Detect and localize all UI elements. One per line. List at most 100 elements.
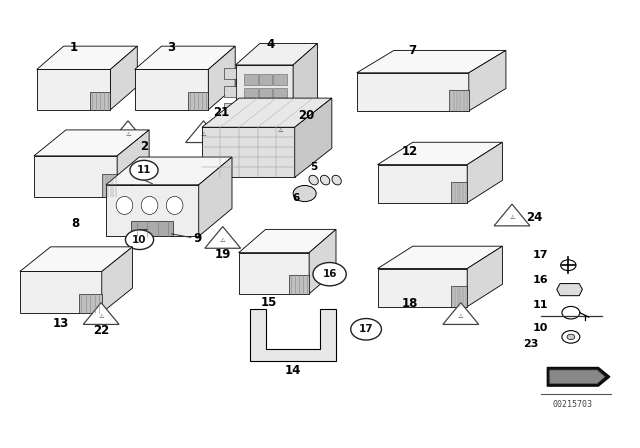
Polygon shape	[209, 46, 236, 110]
Polygon shape	[259, 73, 272, 85]
Polygon shape	[135, 69, 209, 110]
Polygon shape	[83, 303, 119, 324]
Text: 1: 1	[70, 41, 77, 55]
Polygon shape	[262, 117, 298, 139]
Polygon shape	[79, 294, 102, 313]
Polygon shape	[188, 92, 209, 110]
Text: 00215703: 00215703	[553, 400, 593, 409]
Text: 10: 10	[132, 235, 147, 245]
Circle shape	[567, 334, 575, 340]
Text: 2: 2	[140, 140, 148, 154]
Circle shape	[562, 331, 580, 343]
Polygon shape	[259, 103, 272, 114]
Text: 12: 12	[401, 145, 418, 158]
Polygon shape	[451, 286, 467, 306]
Text: 13: 13	[52, 317, 69, 330]
Text: 24: 24	[526, 211, 543, 224]
Ellipse shape	[166, 196, 183, 215]
Polygon shape	[135, 46, 236, 69]
Circle shape	[562, 306, 580, 319]
Text: 9: 9	[193, 232, 201, 245]
Polygon shape	[547, 367, 610, 386]
Polygon shape	[224, 68, 236, 79]
Text: 21: 21	[212, 106, 229, 120]
Polygon shape	[295, 98, 332, 177]
Text: ⚠: ⚠	[278, 128, 283, 133]
Polygon shape	[239, 229, 336, 253]
Polygon shape	[443, 303, 479, 324]
Polygon shape	[467, 246, 502, 306]
Circle shape	[130, 160, 158, 180]
Polygon shape	[102, 174, 117, 197]
Circle shape	[561, 260, 576, 271]
Text: ⚠: ⚠	[220, 237, 225, 242]
Polygon shape	[239, 253, 309, 294]
Polygon shape	[259, 88, 272, 100]
Polygon shape	[550, 370, 605, 383]
Polygon shape	[34, 156, 117, 197]
Text: 19: 19	[214, 248, 231, 261]
Polygon shape	[236, 65, 293, 123]
Text: 14: 14	[285, 364, 301, 377]
Polygon shape	[37, 69, 111, 110]
Polygon shape	[293, 43, 317, 123]
Polygon shape	[449, 90, 468, 111]
Ellipse shape	[332, 175, 341, 185]
Circle shape	[351, 319, 381, 340]
Polygon shape	[557, 284, 582, 296]
Polygon shape	[378, 142, 502, 165]
Polygon shape	[102, 247, 132, 313]
Polygon shape	[378, 165, 467, 202]
Polygon shape	[244, 88, 258, 100]
Polygon shape	[378, 269, 467, 306]
Polygon shape	[37, 46, 138, 69]
Polygon shape	[451, 182, 467, 202]
Polygon shape	[224, 86, 236, 97]
Text: 22: 22	[93, 324, 109, 337]
Text: 23: 23	[524, 339, 539, 349]
Polygon shape	[20, 247, 132, 271]
Circle shape	[293, 185, 316, 202]
Polygon shape	[468, 50, 506, 111]
Polygon shape	[111, 46, 138, 110]
Polygon shape	[198, 157, 232, 237]
Polygon shape	[202, 98, 332, 127]
Polygon shape	[357, 50, 506, 73]
Text: 11: 11	[533, 300, 548, 310]
Polygon shape	[106, 157, 232, 185]
Polygon shape	[224, 103, 236, 114]
Polygon shape	[34, 130, 149, 156]
Circle shape	[125, 230, 154, 250]
Text: ⚠: ⚠	[125, 132, 131, 137]
Text: 17: 17	[533, 250, 548, 260]
Text: 3: 3	[168, 41, 175, 55]
Polygon shape	[244, 73, 258, 85]
Text: 16: 16	[323, 269, 337, 279]
Text: 8: 8	[72, 216, 79, 230]
Polygon shape	[110, 121, 146, 142]
Polygon shape	[117, 130, 149, 197]
Text: ⚠: ⚠	[509, 215, 515, 220]
Polygon shape	[289, 276, 309, 294]
Text: 16: 16	[533, 275, 548, 285]
Ellipse shape	[321, 175, 330, 185]
Polygon shape	[131, 221, 173, 237]
Text: 17: 17	[359, 324, 373, 334]
Polygon shape	[106, 185, 198, 237]
Polygon shape	[357, 73, 468, 111]
Polygon shape	[494, 204, 530, 226]
Text: 15: 15	[260, 296, 277, 309]
Text: ⚠: ⚠	[201, 132, 206, 137]
Text: 5: 5	[310, 162, 317, 172]
Polygon shape	[186, 121, 221, 142]
Polygon shape	[205, 227, 241, 248]
Circle shape	[313, 263, 346, 286]
Ellipse shape	[309, 175, 318, 185]
Polygon shape	[378, 246, 502, 269]
Text: 10: 10	[533, 323, 548, 333]
Text: 6: 6	[292, 193, 300, 203]
Text: 20: 20	[298, 108, 314, 122]
Polygon shape	[90, 92, 111, 110]
Polygon shape	[273, 103, 287, 114]
Polygon shape	[309, 229, 336, 294]
